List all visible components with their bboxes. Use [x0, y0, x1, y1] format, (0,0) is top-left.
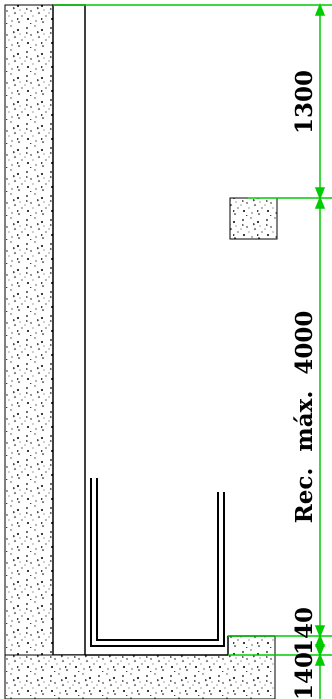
- dimension-slab-text: 140: [291, 607, 318, 655]
- concrete-wall: [4, 4, 54, 699]
- dimension-lines: [53, 2, 332, 699]
- concrete-block: [229, 197, 278, 240]
- u-channel: [90, 478, 225, 647]
- dimension-top-text: 1300: [291, 70, 318, 134]
- dimension-bottom-text: 140: [291, 652, 318, 699]
- dimension-middle-text: Rec. máx. 4000: [291, 311, 318, 524]
- wall-panel: [52, 4, 320, 656]
